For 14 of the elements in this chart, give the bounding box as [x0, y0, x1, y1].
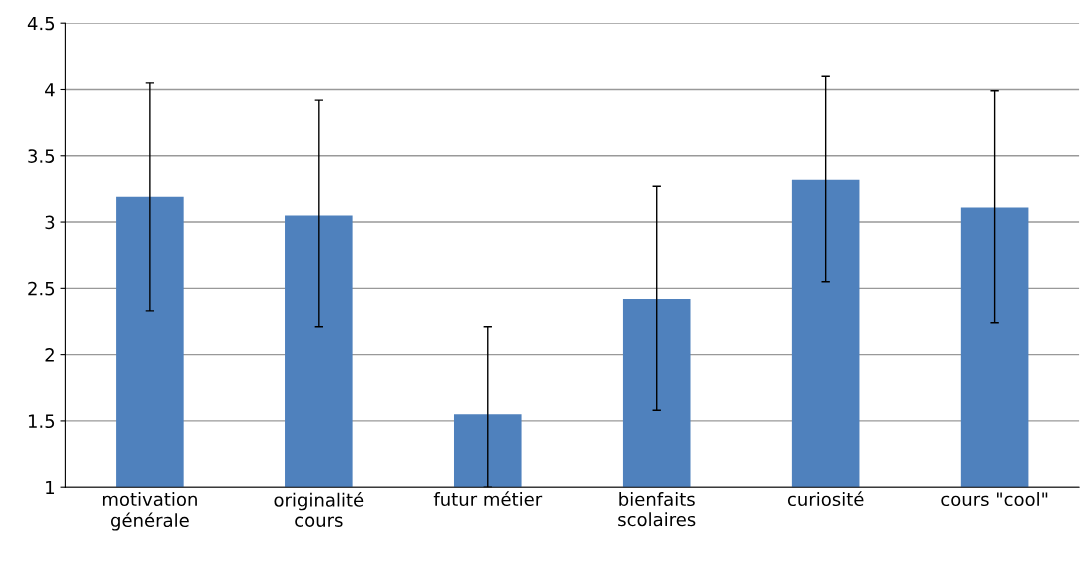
x-tick-label: originalité cours — [274, 492, 364, 527]
y-tick-label: 1.5 — [28, 414, 55, 429]
x-tick-label: bienfaits scolaires — [618, 492, 696, 527]
y-tick-label: 4.5 — [27, 16, 55, 31]
y-tick-label: 2 — [45, 348, 54, 362]
y-tick-label: 3 — [45, 215, 55, 230]
y-tick-label: 1 — [46, 480, 55, 495]
x-tick-label: curiosité — [787, 491, 864, 507]
y-tick-label: 3.5 — [28, 149, 55, 163]
y-tick-label: 2.5 — [28, 281, 55, 296]
x-tick-label: cours "cool" — [941, 492, 1048, 507]
y-tick-label: 4 — [45, 83, 55, 97]
x-tick-label: futur métier — [433, 491, 543, 507]
x-tick-label: motivation générale — [102, 492, 197, 531]
